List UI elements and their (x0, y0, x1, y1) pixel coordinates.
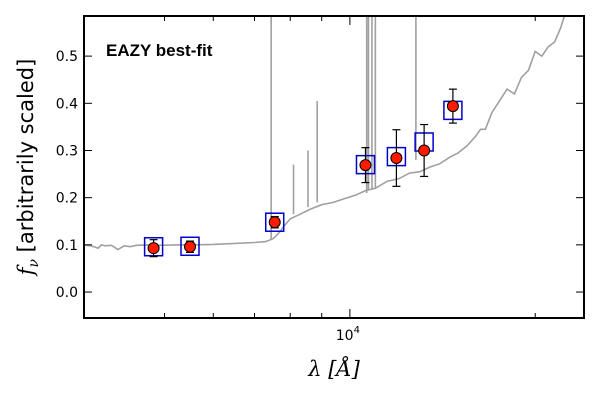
annotation-label: EAZY best-fit (106, 41, 213, 60)
observed-data-point (184, 240, 197, 253)
x-axis-label-rest: [Å] (322, 356, 361, 381)
model-photometry-box (264, 212, 285, 232)
y-axis-label-rest: [arbitrarily scaled] (14, 59, 38, 259)
y-tick-label: 0.1 (56, 238, 78, 254)
y-axis-label: fν [arbitrarily scaled] (14, 59, 42, 278)
plot-area (84, 16, 566, 258)
axis-ticks: 0.0 0.1 0.2 0.3 0.4 0.5 104 (56, 16, 584, 344)
observed-data-point (446, 100, 459, 113)
template-spectrum-line (84, 16, 566, 251)
y-axis-subscript: ν (26, 259, 42, 268)
plot-frame (83, 15, 585, 319)
observed-data-point (268, 216, 281, 229)
x-axis-label: λ [Å] (307, 356, 360, 381)
observed-data-point (418, 144, 431, 157)
observed-data-point (147, 242, 160, 255)
model-photometry-box (180, 236, 200, 257)
y-tick-label: 0.0 (56, 285, 78, 301)
y-tick-label: 0.4 (56, 96, 78, 112)
y-axis-symbol: f (14, 264, 38, 277)
y-tick-label: 0.2 (56, 191, 78, 207)
x-axis-symbol: λ (307, 357, 321, 381)
observed-data-point (390, 152, 403, 165)
y-tick-label: 0.3 (56, 143, 78, 159)
x-tick-label: 104 (336, 325, 360, 344)
y-tick-label: 0.5 (56, 49, 78, 65)
observed-data-point (359, 159, 372, 172)
